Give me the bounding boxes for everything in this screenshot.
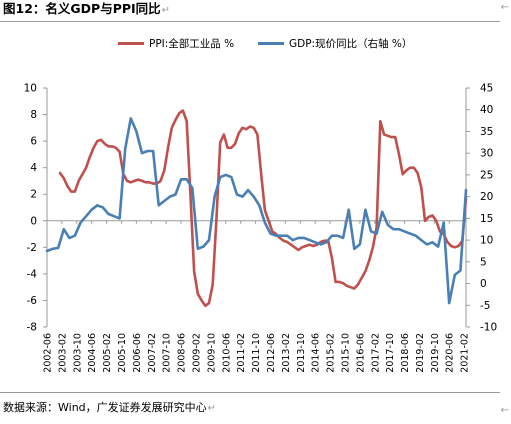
- paragraph-mark-icon: ↵: [207, 403, 217, 414]
- y-right-tick-label: 10: [480, 235, 493, 247]
- x-tick-label: 2005-10: [117, 333, 128, 373]
- line-chart: -8 -6 -4 -2 0 2 4 6 8 10 -10 -5 0 5 10 15 20 25 30 35 40 45 20…: [24, 83, 498, 373]
- y-right-tick-label: 40: [480, 104, 493, 116]
- x-tick-label: 2020-06: [445, 333, 456, 373]
- x-tick-label: 2004-06: [87, 333, 98, 373]
- x-tick-label: 2013-02: [281, 333, 292, 373]
- x-tick-label: 2005-02: [102, 333, 113, 373]
- legend-label-gdp: GDP:现价同比（右轴 %）: [289, 38, 413, 50]
- x-tick-label: 2021-02: [460, 333, 471, 373]
- x-tick-label: 2016-06: [355, 333, 366, 373]
- x-tick-label: 2011-02: [236, 333, 247, 373]
- x-tick-label: 2019-10: [430, 333, 441, 373]
- x-tick-label: 2009-02: [191, 333, 202, 373]
- gdp-series-line: [45, 117, 468, 305]
- title-divider: [0, 21, 500, 22]
- y-left-tick-label: 4: [30, 162, 37, 174]
- y-right-tick-label: 0: [480, 278, 487, 290]
- y-left-tick-label: 8: [30, 109, 37, 121]
- x-tick-label: 2012-06: [266, 333, 277, 373]
- y-left-tick-label: -2: [27, 242, 37, 254]
- y-left-tick-label: -6: [27, 295, 38, 307]
- ppi-series-line: [58, 109, 468, 308]
- x-tick-label: 2003-10: [72, 333, 83, 373]
- x-tick-label: 2003-02: [57, 333, 68, 373]
- x-tick-label: 2019-02: [415, 333, 426, 373]
- x-tick-label: 2017-10: [385, 333, 396, 373]
- y-right-tick-label: 20: [480, 191, 493, 203]
- x-tick-label: 2011-10: [251, 333, 262, 373]
- x-tick-label: 2018-06: [400, 333, 411, 373]
- legend-item-gdp: GDP:现价同比（右轴 %）: [258, 36, 412, 51]
- x-tick-label: 2007-02: [147, 333, 158, 373]
- edge-arrow-icon: ←: [500, 2, 509, 13]
- y-left-tick-label: 2: [30, 189, 37, 201]
- x-tick-label: 2008-06: [177, 333, 188, 373]
- source-divider: [0, 392, 500, 393]
- x-tick-label: 2015-10: [340, 333, 351, 373]
- x-tick-label: 2010-06: [221, 333, 232, 373]
- x-tick-label: 2006-06: [132, 333, 143, 373]
- y-left-tick-label: 6: [30, 136, 37, 148]
- source-note: 数据来源：Wind，广发证券发展研究中心↵: [3, 401, 217, 414]
- legend-swatch-ppi: [118, 42, 144, 45]
- y-right-tick-label: 5: [480, 256, 487, 268]
- y-right-tick-label: 35: [480, 126, 493, 138]
- y-left-tick-label: 10: [24, 83, 37, 95]
- y-right-tick-label: -10: [480, 322, 497, 334]
- chart-title: 图12：名义GDP与PPI同比↵: [3, 1, 171, 16]
- y-left-tick-label: -4: [27, 268, 38, 280]
- x-tick-label: 2002-06: [43, 333, 54, 373]
- x-tick-label: 2014-06: [311, 333, 322, 373]
- legend-item-ppi: PPI:全部工业品 %: [118, 36, 234, 51]
- y-right-tick-label: 15: [480, 213, 493, 225]
- y-right-tick-label: 30: [480, 148, 493, 160]
- x-tick-label: 2013-10: [296, 333, 307, 373]
- x-tick-label: 2017-02: [370, 333, 381, 373]
- legend-swatch-gdp: [258, 42, 284, 45]
- y-left-tick-label: -8: [27, 322, 37, 334]
- legend-label-ppi: PPI:全部工业品 %: [149, 38, 235, 50]
- y-right-tick-label: -5: [480, 300, 490, 312]
- edge-arrow-icon: ←: [500, 405, 509, 416]
- y-left-tick-label: 0: [30, 215, 37, 227]
- x-tick-label: 2015-02: [326, 333, 337, 373]
- paragraph-mark-icon: ↵: [161, 5, 171, 16]
- x-tick-label: 2009-10: [206, 333, 217, 373]
- y-right-tick-label: 45: [480, 83, 493, 95]
- y-right-tick-label: 25: [480, 169, 493, 181]
- x-tick-label: 2007-10: [162, 333, 173, 373]
